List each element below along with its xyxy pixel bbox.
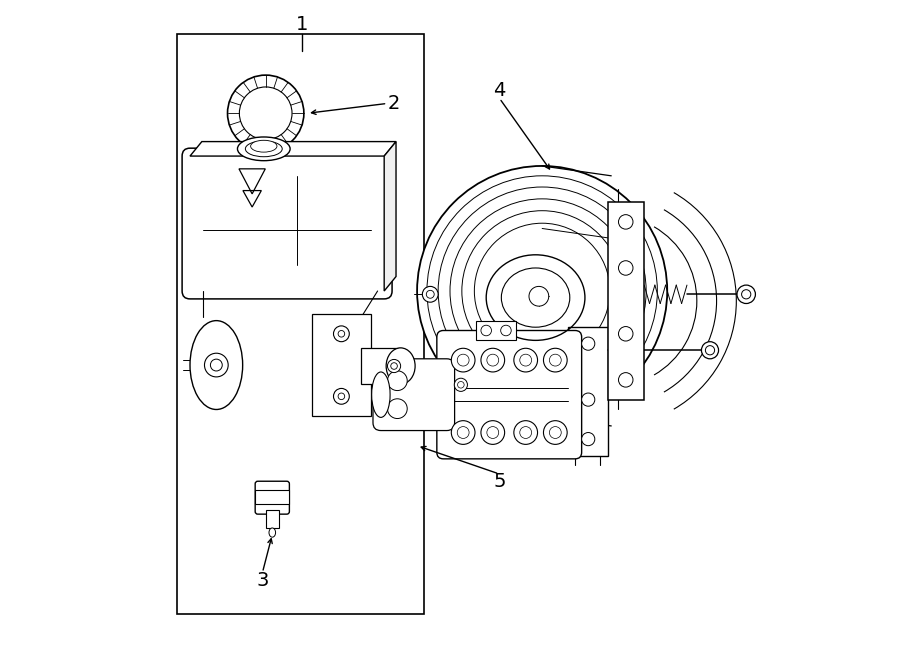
Ellipse shape <box>372 372 390 417</box>
Circle shape <box>211 359 222 371</box>
Circle shape <box>457 381 464 388</box>
Circle shape <box>618 327 633 341</box>
Circle shape <box>422 286 438 302</box>
Circle shape <box>487 426 499 438</box>
Polygon shape <box>190 141 396 156</box>
Bar <box>256 490 290 504</box>
Bar <box>608 202 644 400</box>
Circle shape <box>239 87 292 139</box>
Circle shape <box>581 337 595 350</box>
FancyBboxPatch shape <box>182 148 392 299</box>
Circle shape <box>391 363 397 369</box>
Circle shape <box>520 354 532 366</box>
FancyBboxPatch shape <box>436 330 581 459</box>
Circle shape <box>544 348 567 372</box>
Circle shape <box>549 426 562 438</box>
Circle shape <box>481 348 505 372</box>
Circle shape <box>417 166 667 416</box>
Circle shape <box>388 360 400 373</box>
Circle shape <box>481 325 491 336</box>
Circle shape <box>549 354 562 366</box>
Circle shape <box>427 290 434 298</box>
Circle shape <box>457 426 469 438</box>
Circle shape <box>451 348 475 372</box>
Circle shape <box>338 393 345 400</box>
Circle shape <box>514 420 537 444</box>
Circle shape <box>706 346 715 355</box>
Circle shape <box>481 420 505 444</box>
Circle shape <box>618 215 633 229</box>
FancyBboxPatch shape <box>180 307 378 422</box>
Ellipse shape <box>386 348 415 384</box>
Ellipse shape <box>238 137 290 161</box>
Circle shape <box>581 432 595 446</box>
Circle shape <box>388 371 407 391</box>
Circle shape <box>451 420 475 444</box>
Circle shape <box>457 354 469 366</box>
Circle shape <box>618 260 633 275</box>
Bar <box>311 314 371 416</box>
Text: 3: 3 <box>256 571 268 590</box>
Circle shape <box>701 342 718 359</box>
Circle shape <box>520 426 532 438</box>
Circle shape <box>487 354 499 366</box>
Text: 4: 4 <box>493 81 506 100</box>
Circle shape <box>514 348 537 372</box>
Ellipse shape <box>246 141 283 157</box>
Circle shape <box>204 353 229 377</box>
Ellipse shape <box>250 140 277 152</box>
Text: 5: 5 <box>493 473 506 491</box>
Ellipse shape <box>269 528 275 537</box>
Circle shape <box>737 285 755 303</box>
Bar <box>476 321 516 340</box>
Circle shape <box>454 378 467 391</box>
Circle shape <box>334 389 349 405</box>
Circle shape <box>228 75 304 151</box>
Circle shape <box>500 325 511 336</box>
FancyBboxPatch shape <box>373 359 454 430</box>
Bar <box>569 327 608 455</box>
Circle shape <box>338 330 345 337</box>
Circle shape <box>581 393 595 407</box>
Bar <box>266 510 279 528</box>
Bar <box>361 348 400 384</box>
Circle shape <box>529 286 549 306</box>
Text: 1: 1 <box>296 15 308 34</box>
Polygon shape <box>384 141 396 291</box>
Bar <box>176 34 424 613</box>
Circle shape <box>742 290 751 299</box>
FancyBboxPatch shape <box>256 481 290 514</box>
Circle shape <box>618 373 633 387</box>
Ellipse shape <box>190 321 243 409</box>
Text: 2: 2 <box>388 94 400 113</box>
Circle shape <box>544 420 567 444</box>
Circle shape <box>388 399 407 418</box>
Circle shape <box>334 326 349 342</box>
